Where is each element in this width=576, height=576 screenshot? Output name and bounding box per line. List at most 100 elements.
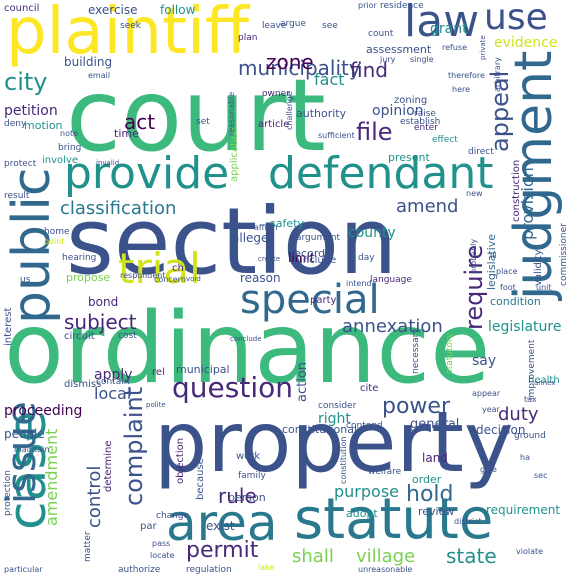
word-sec: sec: [534, 471, 548, 480]
word-property: property: [154, 393, 514, 491]
word-argue: argue: [280, 19, 307, 29]
word-evidence: evidence: [494, 35, 558, 51]
word-create: create: [258, 255, 281, 263]
word-intend: intend: [346, 279, 372, 288]
word-language: language: [370, 275, 412, 285]
word-work: work: [236, 451, 261, 462]
word-city: city: [4, 68, 48, 96]
word-area: area: [166, 494, 278, 552]
word-commissioner: commissioner: [559, 223, 569, 286]
word-condition: condition: [490, 295, 541, 308]
word-jury: jury: [380, 55, 396, 64]
word-give: give: [480, 465, 497, 474]
word-deny: deny: [4, 119, 27, 129]
word-find: find: [350, 58, 388, 82]
word-file: file: [356, 118, 393, 146]
word-change: change: [156, 511, 190, 521]
word-matter: matter: [83, 531, 93, 562]
word-classification: classification: [60, 198, 177, 219]
word-challenge: challenge: [285, 91, 294, 130]
word-see: see: [322, 21, 338, 31]
word-direct: direct: [468, 147, 494, 157]
word-contend: contend: [346, 421, 383, 431]
word-par: par: [140, 521, 157, 532]
word-district: district: [454, 517, 482, 526]
word-leave: leave: [262, 21, 287, 31]
word-local: local: [94, 384, 132, 403]
word-defendant: defendant: [268, 148, 494, 199]
word-statutory: statutory: [445, 332, 455, 374]
word-health: health: [528, 375, 560, 386]
word-right: right: [318, 411, 351, 427]
word-cost: cost: [118, 331, 137, 341]
word-ground: ground: [514, 431, 546, 441]
word-limit: limit: [288, 251, 315, 265]
word-dismiss: dismiss: [64, 379, 102, 390]
word-amendment: amendment: [42, 428, 61, 526]
word-place: place: [496, 267, 518, 276]
word-year: year: [482, 405, 500, 414]
word-building: building: [64, 55, 113, 69]
word-include: include: [300, 255, 337, 266]
word-effect: effect: [432, 135, 458, 145]
word-council: council: [4, 3, 40, 14]
word-order: order: [412, 473, 442, 486]
word-act: act: [124, 110, 156, 134]
word-requirement: requirement: [486, 503, 561, 517]
word-email: email: [88, 71, 111, 80]
word-legislative: legislative: [485, 233, 498, 290]
word-grant: grant: [430, 21, 468, 37]
word-raise: raise: [414, 109, 436, 119]
word-proceeding: proceeding: [4, 403, 83, 419]
word-locate: locate: [150, 551, 175, 560]
word-party: party: [310, 295, 337, 306]
word-constitutional: constitutional: [282, 423, 358, 436]
word-use: use: [484, 0, 548, 38]
word-land: land: [422, 451, 448, 465]
word-consider: consider: [318, 401, 357, 411]
word-state: state: [446, 544, 497, 568]
word-motion: motion: [24, 119, 63, 132]
word-action: action: [295, 361, 310, 402]
word-review: review: [418, 505, 455, 518]
word-welfare: welfare: [368, 467, 402, 477]
word-result: result: [4, 191, 30, 201]
word-legislature: legislature: [488, 319, 562, 335]
word-ch: ch: [172, 263, 184, 274]
word-law: law: [404, 0, 480, 47]
word-purpose: purpose: [334, 482, 399, 501]
word-section: section: [66, 188, 398, 295]
word-amend: amend: [396, 196, 459, 217]
word-unit: unit: [536, 283, 552, 292]
word-tax: tax: [524, 395, 537, 404]
word-arbitrary: arbitrary: [493, 57, 502, 92]
word-hearing: hearing: [62, 253, 97, 263]
word-time: time: [114, 127, 139, 140]
word-subject: subject: [64, 310, 137, 334]
word-maintain: maintain: [14, 445, 50, 454]
word-seek: seek: [120, 21, 141, 31]
word-violate: violate: [516, 547, 544, 556]
word-allege: allege: [232, 231, 269, 245]
word-protection: protection: [3, 470, 13, 516]
word-exercise: exercise: [88, 3, 138, 17]
word-permit: permit: [186, 538, 259, 563]
word-unreasonable: unreasonable: [358, 565, 413, 574]
word-reason: reason: [240, 271, 281, 285]
word-ha: ha: [520, 453, 530, 462]
word-article: article: [258, 119, 290, 130]
word-zone: zone: [266, 50, 314, 74]
word-establish: establish: [400, 117, 441, 127]
word-probably: probably: [469, 238, 478, 274]
word-residence: residence: [380, 1, 424, 11]
word-particular: particular: [4, 565, 43, 574]
word-foot: foot: [500, 283, 516, 292]
word-exist: exist: [206, 519, 235, 533]
word-appear: appear: [472, 389, 501, 398]
word-prior: prior: [358, 1, 377, 10]
word-duty: duty: [498, 404, 539, 425]
word-cite: cite: [360, 383, 379, 394]
word-void: void: [186, 275, 201, 283]
word-apply: apply: [94, 367, 133, 383]
